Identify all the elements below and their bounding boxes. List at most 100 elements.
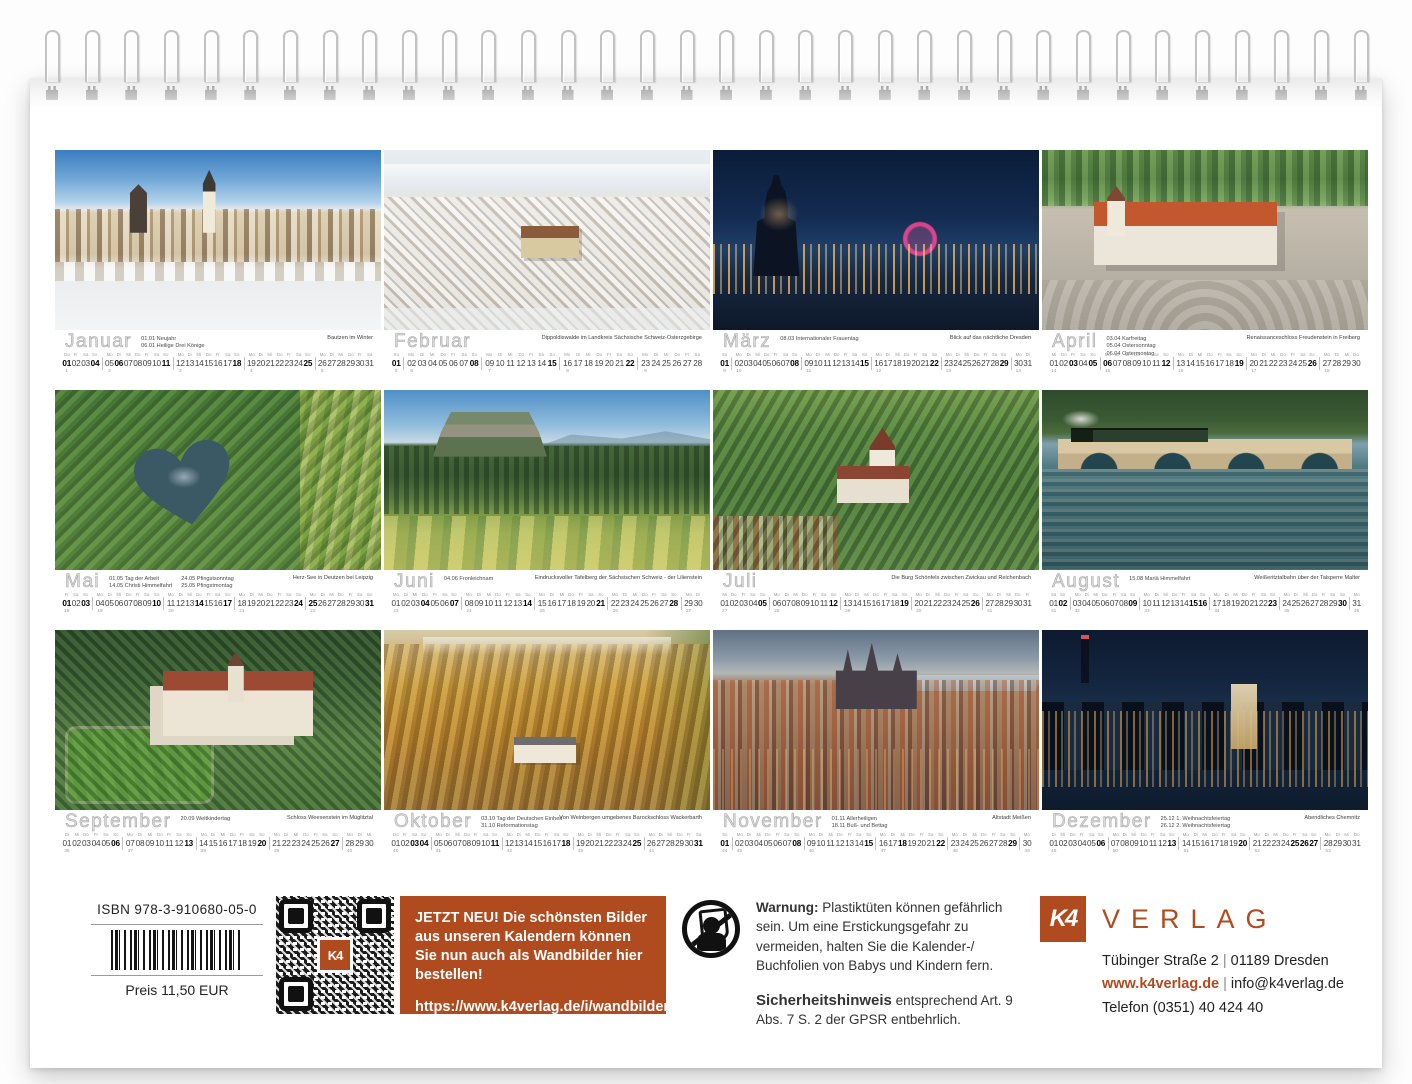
day-number: 27 [989,839,998,848]
week-separator [1348,597,1350,610]
publisher-website-link[interactable]: www.k4verlag.de [1102,976,1220,993]
publisher-email[interactable]: info@k4verlag.de [1230,976,1344,993]
weekday-abbr: Di [1188,353,1193,358]
qr-code[interactable]: K4 [276,896,394,1014]
day-number: 08 [469,359,479,368]
day-number: 02 [1059,359,1068,368]
day-number: 26 [979,839,989,848]
day-cell: Mi 08 [1122,353,1132,375]
day-number: 06 [440,599,449,608]
weekday-abbr: Di [516,833,521,838]
weekday-abbr: Mo [875,353,882,358]
weekday-abbr: Do [765,833,771,838]
photo-caption: Dippoldiswalde im Landkreis Sächsische S… [541,335,702,341]
week-number [223,369,232,375]
month-name: Mai [65,571,101,592]
day-cell: Fr 16 [542,833,552,855]
day-cell: Mi 17 [557,593,567,615]
week-separator [403,357,405,370]
weekday-abbr: Mi [894,353,900,358]
week-number [1298,369,1308,375]
weekday-abbr: Mi [147,833,153,838]
weekday-abbr: Di [622,593,628,598]
weekday-abbr: Di [403,593,408,598]
weekday-abbr: So [1060,593,1066,598]
day-number: 19 [576,599,586,608]
day-number: 17 [228,839,237,848]
day-number: 07 [459,359,469,368]
week-number [303,369,312,375]
week-number: 15 [1104,369,1111,374]
promo-headline: JETZT NEU! [415,910,499,926]
weekday-abbr: Mo [506,833,513,838]
photo-texture [1058,438,1352,470]
week-number [155,849,165,855]
day-number: 08 [1120,839,1130,848]
week-number [505,369,515,375]
weekday-abbr: Mi [586,353,591,358]
week-number [346,369,355,375]
day-number: 12 [832,359,841,368]
warning-texts: Warnung: Plastiktüten können gefährlich … [756,898,1034,1030]
week-number [961,609,970,615]
week-number [1058,609,1067,615]
week-number [1195,369,1205,375]
weekday-abbr: Sa [1080,353,1086,358]
week-number: 10 [736,369,742,374]
month-days: So 01 44 Mo 02 45 Di 03 Mi 04 Do 05 Fr 06 Sa 07 So 08 Mo 09… [720,833,1032,855]
weekday-abbr: Mo [1213,593,1220,598]
day-number: 13 [185,359,195,368]
day-number: 15 [864,839,874,848]
day-number: 20 [257,839,267,848]
week-separator [1319,357,1321,370]
month-days: Fr 01 18 Sa 02 So 03 Mo 04 19 Di 05 Mi 06 Do 07 Fr 08 Sa 09… [62,593,374,615]
day-number: 28 [1319,599,1329,608]
week-number [576,609,586,615]
day-number: 18 [232,359,242,368]
promo-url-link[interactable]: https://www.k4verlag.de/i/wandbilder [415,998,670,1015]
day-cell: Do 26 [672,353,682,375]
day-cell: Fr 09 [142,353,152,375]
week-number [962,369,971,375]
day-number: 19 [246,359,256,368]
day-number: 24 [294,599,303,608]
holiday-entry: 25.05 Pfingstmontag [181,583,233,590]
day-number: 15 [537,599,547,608]
day-number: 25 [1291,599,1301,608]
week-number [672,369,682,375]
weekday-abbr: So [153,593,160,598]
month-strip: April 03.04 Karfreitag 05.04 Ostersonntag 0… [1042,330,1368,378]
week-number [291,849,301,855]
week-number [739,609,748,615]
weekday-abbr: Sa [1153,353,1159,358]
weekday-abbr: Sa [784,833,790,838]
week-number [754,849,764,855]
week-number [883,369,892,375]
week-number [942,609,951,615]
day-cell: Mo 04 19 [95,593,105,615]
week-number [275,609,284,615]
week-number [990,369,999,375]
day-number: 19 [1228,839,1238,848]
week-number: 44 [722,849,728,854]
week-separator [1019,837,1021,850]
weekday-abbr: Fr [983,353,988,358]
day-cell: Do 02 [729,593,739,615]
day-cell: Mi 28 [336,353,346,375]
weekday-abbr: So [524,593,531,598]
day-number: 27 [1309,839,1319,848]
week-number [920,369,929,375]
week-number [890,609,899,615]
day-cell: So 12 [1161,353,1171,375]
weekday-abbr: Fr [579,593,584,598]
week-separator [101,357,103,370]
day-number: 10 [152,599,161,608]
week-number [1200,849,1209,855]
day-cell: Di 22 [1262,833,1271,855]
weekday-abbr: Do [1015,593,1021,598]
day-cell: Mo 13 16 [1176,353,1186,375]
weekday-abbr: Di [1335,833,1340,838]
week-number: 44 [648,849,654,854]
week-number: 27 [722,609,728,614]
day-number: 30 [364,839,374,848]
